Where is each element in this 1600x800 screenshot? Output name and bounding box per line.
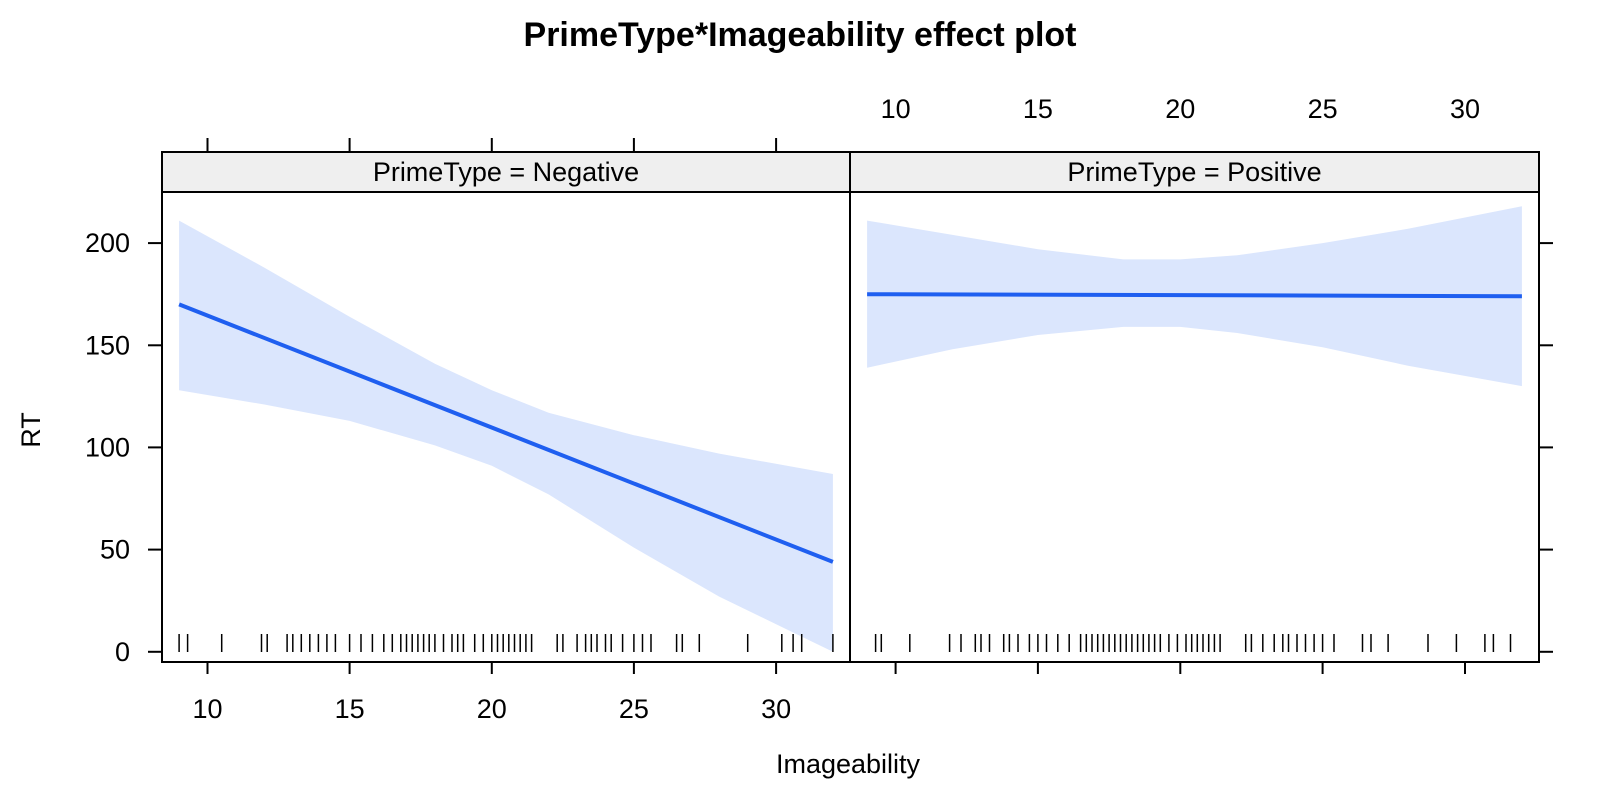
x-axis-label: Imageability — [776, 749, 921, 779]
x-tick-label: 10 — [192, 694, 222, 724]
y-tick-label: 50 — [100, 535, 130, 565]
y-tick-label: 200 — [85, 228, 130, 258]
x-tick-label: 25 — [1308, 94, 1338, 124]
y-tick-label: 0 — [115, 637, 130, 667]
strip-label: PrimeType = Positive — [1067, 157, 1321, 187]
x-tick-label: 10 — [881, 94, 911, 124]
x-tick-label: 30 — [761, 694, 791, 724]
panel-frame — [849, 191, 1540, 663]
panel-1: PrimeType = Negative 10 15 20 25 30 — [161, 138, 851, 724]
panel-strip — [161, 151, 851, 193]
fit-line — [178, 302, 834, 564]
y-tick-label: 100 — [85, 432, 130, 462]
strip-label: PrimeType = Negative — [373, 157, 639, 187]
x-tick-label: 25 — [619, 694, 649, 724]
x-tick-label: 15 — [335, 694, 365, 724]
x-tick-label: 20 — [477, 694, 507, 724]
x-tick-label: 15 — [1023, 94, 1053, 124]
fit-line — [867, 292, 1522, 299]
x-tick-label: 20 — [1165, 94, 1195, 124]
y-tick-label: 150 — [85, 330, 130, 360]
panel-strip — [849, 151, 1540, 193]
confidence-band — [179, 220, 833, 652]
panel-2: PrimeType = Positive 10 15 20 25 30 — [849, 94, 1540, 674]
x-tick-label: 30 — [1450, 94, 1480, 124]
chart-title: PrimeType*Imageability effect plot — [524, 16, 1077, 54]
y-axis-label: RT — [16, 412, 46, 448]
